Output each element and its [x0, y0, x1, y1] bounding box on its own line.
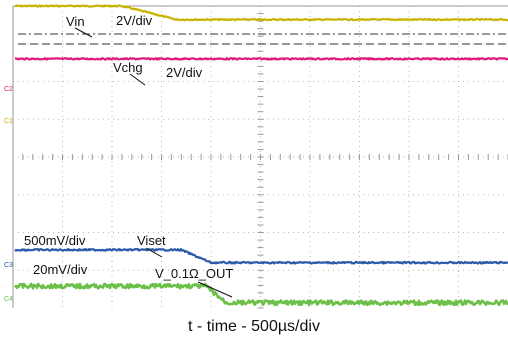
channel-tag-vout: C4: [4, 296, 13, 303]
vin-scale-label: 2V/div: [116, 13, 153, 28]
channel-tag-c1: C1: [4, 118, 13, 125]
vout-leader-line: [197, 281, 233, 298]
trace-viset: [14, 248, 508, 265]
viset-label: Viset: [137, 233, 166, 248]
vchg-label: Vchg: [113, 60, 143, 75]
channel-tag-viset: C3: [4, 262, 13, 269]
vchg-scale-label: 2V/div: [166, 65, 203, 80]
vin-leader-line: [74, 27, 93, 38]
trace-v-0-1-out: [13, 282, 508, 307]
channel-tag-vchg: C2: [4, 86, 13, 93]
viset-scale-label: 500mV/div: [24, 233, 86, 248]
vout-label: V_0.1Ω_OUT: [155, 266, 233, 281]
vout-scale-label: 20mV/div: [33, 262, 88, 277]
vin-label: Vin: [66, 14, 85, 29]
traces: [13, 4, 508, 307]
vchg-leader-line: [129, 73, 146, 86]
x-axis-caption: t - time - 500µs/div: [188, 318, 320, 335]
trace-vchg: [14, 57, 508, 61]
trace-vin: [14, 4, 508, 22]
viset-leader-line: [145, 247, 163, 258]
